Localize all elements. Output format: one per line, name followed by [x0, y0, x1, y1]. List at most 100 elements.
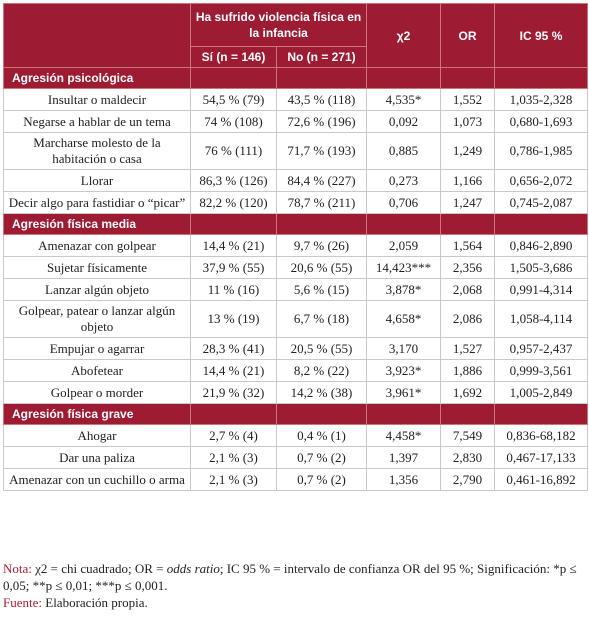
data-row: Negarse a hablar de un tema 74 % (108) 72,…	[3, 110, 589, 133]
data-row: Golpear, patear o lanzar algún objeto 13 …	[3, 300, 589, 338]
row-label: Amenazar con golpear	[3, 234, 191, 257]
chi-cell: 4,458*	[366, 424, 442, 447]
chi-cell: 2,059	[366, 234, 442, 257]
data-row: Marcharse molesto de la habitación o cas…	[3, 132, 589, 170]
ic-cell: 0,846-2,890	[494, 234, 589, 257]
ic-cell: 0,680-1,693	[494, 110, 589, 133]
section-cell	[494, 213, 589, 235]
si-cell: 28,3 % (41)	[190, 337, 277, 360]
section-cell	[275, 67, 368, 89]
data-row: Insultar o maldecir 54,5 % (79) 43,5 % (11…	[3, 88, 589, 111]
si-cell: 14,4 % (21)	[190, 234, 277, 257]
ic-cell: 0,957-2,437	[494, 337, 589, 360]
or-cell: 2,830	[440, 446, 496, 469]
data-row: Lanzar algún objeto 11 % (16) 5,6 % (15) 3,…	[3, 278, 589, 301]
ic-cell: 1,505-3,686	[494, 256, 589, 279]
row-label: Marcharse molesto de la habitación o cas…	[3, 132, 191, 170]
row-label: Decir algo para fastidiar o “picar”	[3, 191, 191, 214]
chi-cell: 0,273	[366, 169, 442, 192]
header-row: Sí (n = 146) No (n = 271)	[4, 46, 588, 68]
note-text: ; IC 95 % = intervalo de confianza OR de…	[3, 561, 577, 593]
ic-cell: 1,005-2,849	[494, 381, 589, 404]
section-title: Agresión psicológica	[3, 67, 191, 89]
si-cell: 13 % (19)	[190, 300, 277, 338]
source-label: Fuente:	[3, 595, 42, 610]
header-si: Sí (n = 146)	[190, 46, 277, 68]
section-title: Agresión física media	[3, 213, 191, 235]
no-cell: 72,6 % (196)	[275, 110, 368, 133]
section-cell	[275, 213, 368, 235]
notes: Nota: χ2 = chi cuadrado; OR = odds ratio…	[3, 560, 587, 611]
si-cell: 37,9 % (55)	[190, 256, 277, 279]
data-row: Empujar o agarrar 28,3 % (41) 20,5 % (55) 3…	[3, 337, 589, 360]
section-cell	[190, 67, 277, 89]
data-row: Dar una paliza 2,1 % (3) 0,7 % (2) 1,397 2,8…	[3, 446, 589, 469]
ic-cell: 0,656-2,072	[494, 169, 589, 192]
or-cell: 2,068	[440, 278, 496, 301]
note-text: χ2 = chi cuadrado; OR =	[35, 561, 167, 576]
header-ic: IC 95 %	[494, 3, 589, 68]
chi-cell: 3,961*	[366, 381, 442, 404]
no-cell: 71,7 % (193)	[275, 132, 368, 170]
row-label: Empujar o agarrar	[3, 337, 191, 360]
no-cell: 14,2 % (38)	[275, 381, 368, 404]
data-row: Llorar 86,3 % (126) 84,4 % (227) 0,273 1,166…	[3, 169, 589, 192]
data-row: Amenazar con un cuchillo o arma 2,1 % (3)…	[3, 468, 589, 491]
data-row: Amenazar con golpear 14,4 % (21) 9,7 % (26…	[3, 234, 589, 257]
no-cell: 0,7 % (2)	[275, 446, 368, 469]
header-or: OR	[440, 3, 496, 68]
chi-cell: 0,885	[366, 132, 442, 170]
section-cell	[366, 67, 442, 89]
or-cell: 1,247	[440, 191, 496, 214]
section-title: Agresión física grave	[3, 403, 191, 425]
or-cell: 1,552	[440, 88, 496, 111]
or-cell: 1,166	[440, 169, 496, 192]
row-label: Insultar o maldecir	[3, 88, 191, 111]
ic-cell: 1,035-2,328	[494, 88, 589, 111]
header-no: No (n = 271)	[275, 46, 368, 68]
no-cell: 6,7 % (18)	[275, 300, 368, 338]
section-cell	[440, 403, 496, 425]
no-cell: 20,5 % (55)	[275, 337, 368, 360]
ic-cell: 0,745-2,087	[494, 191, 589, 214]
chi-cell: 3,878*	[366, 278, 442, 301]
table: Ha sufrido violencia física en la infanc…	[3, 3, 589, 491]
row-label: Golpear o morder	[3, 381, 191, 404]
header-group: Ha sufrido violencia física en la infanc…	[189, 3, 368, 47]
source-text: Elaboración propia.	[45, 595, 148, 610]
si-cell: 74 % (108)	[190, 110, 277, 133]
chi-cell: 1,397	[366, 446, 442, 469]
data-row: Sujetar físicamente 37,9 % (55) 20,6 % (55…	[3, 256, 589, 279]
si-cell: 14,4 % (21)	[190, 359, 277, 382]
si-cell: 11 % (16)	[190, 278, 277, 301]
table-wrap: Ha sufrido violencia física en la infanc…	[3, 3, 589, 491]
ic-cell: 0,786-1,985	[494, 132, 589, 170]
section-row: Agresión física grave	[3, 403, 589, 425]
chi-cell: 4,535*	[366, 88, 442, 111]
section-cell	[190, 213, 277, 235]
si-cell: 2,1 % (3)	[190, 468, 277, 491]
note-italic: odds ratio	[166, 561, 220, 576]
or-cell: 1,249	[440, 132, 496, 170]
data-row: Decir algo para fastidiar o “picar” 82,2 …	[3, 191, 589, 214]
row-label: Lanzar algún objeto	[3, 278, 191, 301]
no-cell: 8,2 % (22)	[275, 359, 368, 382]
section-cell	[494, 403, 589, 425]
or-cell: 2,086	[440, 300, 496, 338]
no-cell: 43,5 % (118)	[275, 88, 368, 111]
or-cell: 1,564	[440, 234, 496, 257]
si-cell: 76 % (111)	[190, 132, 277, 170]
section-cell	[366, 213, 442, 235]
row-label: Sujetar físicamente	[3, 256, 191, 279]
row-label: Amenazar con un cuchillo o arma	[3, 468, 191, 491]
or-cell: 1,886	[440, 359, 496, 382]
header-row: Ha sufrido violencia física en la infanc…	[3, 3, 589, 68]
no-cell: 9,7 % (26)	[275, 234, 368, 257]
chi-cell: 14,423***	[366, 256, 442, 279]
note-label: Nota:	[3, 561, 32, 576]
si-cell: 2,7 % (4)	[190, 424, 277, 447]
ic-cell: 0,467-17,133	[494, 446, 589, 469]
or-cell: 1,692	[440, 381, 496, 404]
data-row: Abofetear 14,4 % (21) 8,2 % (22) 3,923* 1,88…	[3, 359, 589, 382]
or-cell: 2,790	[440, 468, 496, 491]
